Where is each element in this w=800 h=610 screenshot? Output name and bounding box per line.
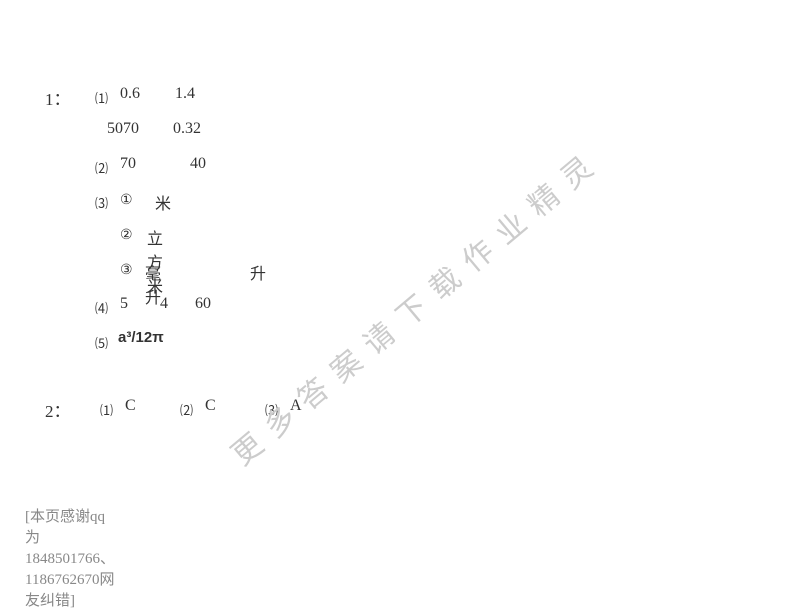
item-1-2-v1: 70 — [120, 155, 136, 173]
item-2-1-label: ⑴ — [100, 400, 113, 419]
item-2-2-label: ⑵ — [180, 400, 193, 419]
item-1-3-1-circ: ① — [120, 192, 133, 209]
item-2-1-v: C — [125, 397, 136, 415]
section-2-label: 2： — [45, 397, 71, 422]
item-1-3-3-v2: 升 — [250, 260, 266, 284]
item-2-3-label: ⑶ — [265, 400, 278, 419]
item-1-5-label: ⑸ — [95, 333, 108, 352]
item-1-5-formula: a³/12π — [118, 329, 164, 346]
item-1-1-v1a: 0.6 — [120, 85, 140, 103]
item-1-2-v2: 40 — [190, 155, 206, 173]
item-1-1-label: ⑴ — [95, 88, 108, 107]
footer-note: [本页感谢qq为1848501766、1186762670网友纠错] — [25, 505, 115, 610]
item-1-1-v1b: 1.4 — [175, 85, 195, 103]
item-2-2-v: C — [205, 397, 216, 415]
item-1-1-v2b: 0.32 — [173, 120, 201, 138]
item-1-3-3-v1: 毫升 — [145, 260, 161, 308]
section-1-label: 1： — [45, 85, 71, 110]
item-1-3-1-v: 米 — [155, 190, 171, 214]
item-1-3-3-circ: ③ — [120, 262, 133, 279]
item-1-3-label: ⑶ — [95, 193, 108, 212]
item-1-4-label: ⑷ — [95, 298, 108, 317]
item-1-4-v3: 60 — [195, 295, 211, 313]
watermark-text: 更多答案请下载作业精灵 — [220, 136, 611, 474]
item-2-3-v: A — [290, 397, 302, 415]
item-1-4-v1: 5 — [120, 295, 128, 313]
item-1-1-v2a: 5070 — [107, 120, 139, 138]
item-1-4-v2: 4 — [160, 295, 168, 313]
item-1-2-label: ⑵ — [95, 158, 108, 177]
item-1-3-2-circ: ② — [120, 227, 133, 244]
